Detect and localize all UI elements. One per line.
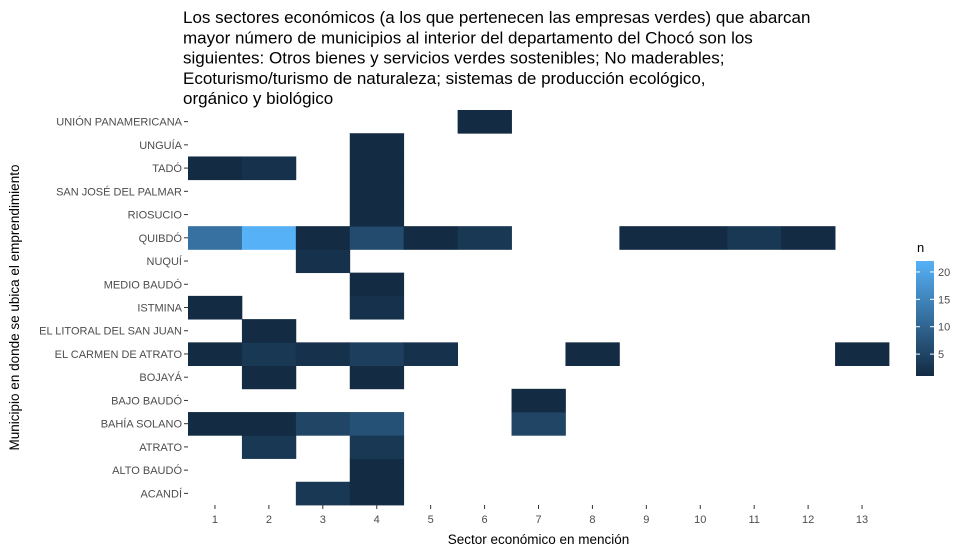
y-tick-label: NUQUÍ bbox=[147, 255, 183, 268]
heatmap-cell bbox=[349, 226, 405, 250]
heatmap-cell bbox=[349, 412, 405, 436]
chart-title-line: siguientes: Otros bienes y servicios ver… bbox=[183, 49, 724, 68]
x-tick-label: 2 bbox=[266, 514, 272, 526]
y-axis: ACANDÍ ALTO BAUDÓ ATRATO BAHÍA SOLANO BAJO B… bbox=[39, 116, 188, 500]
y-tick-label: BAJO BAUDÓ bbox=[111, 394, 182, 407]
x-tick-label: 10 bbox=[694, 514, 706, 526]
heatmap-cell bbox=[241, 319, 297, 343]
y-tick-label: EL LITORAL DEL SAN JUAN bbox=[39, 326, 182, 338]
x-tick-label: 11 bbox=[748, 514, 759, 526]
x-tick-label: 13 bbox=[856, 514, 868, 526]
y-tick-label: ISTMINA bbox=[137, 303, 182, 315]
heatmap-cell bbox=[295, 412, 351, 436]
heatmap-cell bbox=[349, 272, 405, 297]
heatmap-cell bbox=[403, 342, 459, 366]
x-tick-label: 4 bbox=[374, 514, 380, 526]
heatmap-cell bbox=[188, 412, 243, 436]
y-tick-label: ALTO BAUDÓ bbox=[112, 464, 182, 477]
y-tick-label: QUIBDÓ bbox=[139, 232, 183, 245]
heatmap-cell bbox=[565, 342, 620, 366]
legend-tick-label: 20 bbox=[938, 267, 950, 279]
legend-title: n bbox=[917, 240, 924, 255]
heatmap-cell bbox=[349, 202, 405, 227]
heatmap-cell bbox=[349, 133, 405, 157]
heatmap-cell bbox=[188, 156, 243, 181]
y-tick-label: MEDIO BAUDÓ bbox=[104, 278, 183, 291]
legend-tick-label: 10 bbox=[938, 322, 950, 334]
heatmap-cell bbox=[295, 226, 351, 250]
y-tick-label: UNIÓN PANAMERICANA bbox=[56, 116, 182, 129]
heatmap-cell bbox=[295, 249, 351, 274]
heatmap-cell bbox=[188, 342, 243, 366]
x-tick-label: 3 bbox=[320, 514, 326, 526]
heatmap-cell bbox=[349, 458, 405, 483]
heatmap-cell bbox=[727, 226, 782, 250]
x-tick-label: 12 bbox=[802, 514, 814, 526]
heatmap-cell bbox=[511, 412, 566, 436]
legend-colorbar bbox=[916, 261, 934, 376]
legend-tick-label: 5 bbox=[938, 349, 944, 361]
heatmap-cell bbox=[241, 156, 297, 181]
legend: n 5 10 15 20 bbox=[916, 240, 950, 376]
x-tick-label: 5 bbox=[428, 514, 434, 526]
chart-title-line: Los sectores económicos (a los que perte… bbox=[183, 8, 810, 27]
chart-title: Los sectores económicos (a los que perte… bbox=[183, 8, 810, 108]
heatmap-cell bbox=[349, 342, 405, 366]
y-tick-label: SAN JOSÉ DEL PALMAR bbox=[56, 185, 182, 198]
heatmap-cells bbox=[188, 110, 890, 506]
y-tick-label: TADÓ bbox=[152, 162, 182, 175]
heatmap-cell bbox=[188, 295, 243, 320]
heatmap-cell bbox=[241, 435, 297, 459]
heatmap-cell bbox=[349, 365, 405, 390]
heatmap-cell bbox=[188, 226, 243, 250]
x-tick-label: 1 bbox=[212, 514, 218, 526]
heatmap-cell bbox=[511, 388, 566, 413]
heatmap-cell bbox=[457, 226, 512, 250]
x-axis: 1 2 3 4 5 6 7 8 9 10 11 12 13 bbox=[212, 505, 868, 526]
x-tick-label: 8 bbox=[589, 514, 595, 526]
heatmap-cell bbox=[349, 481, 405, 506]
x-tick-label: 7 bbox=[535, 514, 541, 526]
x-tick-label: 6 bbox=[482, 514, 488, 526]
heatmap-cell bbox=[349, 156, 405, 181]
chart-title-line: mayor número de municipios al interior d… bbox=[183, 28, 753, 47]
heatmap-cell bbox=[349, 295, 405, 320]
heatmap-cell bbox=[403, 226, 459, 250]
y-tick-label: BOJAYÁ bbox=[139, 371, 182, 384]
x-tick-label: 9 bbox=[643, 514, 649, 526]
y-tick-label: BAHÍA SOLANO bbox=[101, 418, 183, 431]
y-tick-label: ACANDÍ bbox=[140, 487, 183, 500]
heatmap-cell bbox=[295, 342, 351, 366]
heatmap-cell bbox=[619, 226, 674, 250]
heatmap-cell bbox=[295, 481, 351, 506]
y-axis-title: Municipio en donde se ubica el emprendim… bbox=[7, 165, 22, 451]
heatmap-cell bbox=[673, 226, 728, 250]
heatmap-cell bbox=[349, 435, 405, 459]
heatmap-cell bbox=[835, 342, 890, 366]
heatmap-cell bbox=[349, 179, 405, 204]
y-tick-label: UNGUÍA bbox=[139, 139, 182, 152]
x-axis-title: Sector económico en mención bbox=[448, 532, 630, 547]
chart-title-line: Ecoturismo/turismo de naturaleza; sistem… bbox=[183, 69, 706, 88]
heatmap-cell bbox=[241, 226, 297, 250]
heatmap-cell bbox=[241, 365, 297, 390]
legend-ticks: 5 10 15 20 bbox=[916, 267, 950, 361]
y-tick-label: EL CARMEN DE ATRATO bbox=[55, 349, 183, 361]
legend-tick-label: 15 bbox=[938, 294, 950, 306]
chart-title-line: orgánico y biológico bbox=[183, 89, 333, 108]
heatmap-cell bbox=[241, 412, 297, 436]
y-tick-label: ATRATO bbox=[139, 442, 182, 454]
heatmap-cell bbox=[457, 110, 512, 134]
heatmap-cell bbox=[241, 342, 297, 366]
y-tick-label: RIOSUCIO bbox=[128, 210, 183, 222]
heatmap-cell bbox=[781, 226, 836, 250]
